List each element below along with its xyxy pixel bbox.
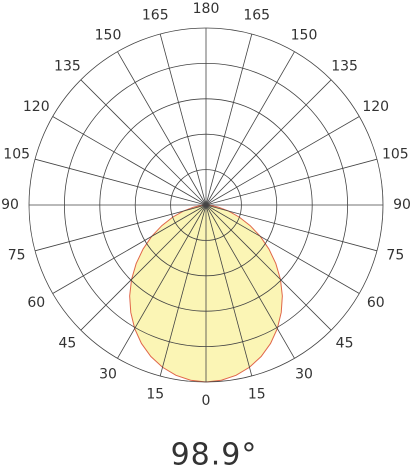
grid-spoke	[80, 79, 207, 206]
grid-spoke	[52, 204, 207, 294]
angle-label: 15	[146, 386, 164, 402]
grid-spoke	[80, 204, 207, 331]
angle-label: 165	[243, 8, 270, 24]
angle-label: 120	[23, 99, 50, 115]
angle-label: 30	[99, 367, 117, 383]
angle-label: 75	[8, 248, 26, 264]
angle-label: 120	[362, 99, 389, 115]
grid-spoke	[205, 204, 295, 359]
grid-spoke	[205, 204, 332, 331]
angle-label: 165	[142, 8, 169, 24]
grid-spoke	[117, 204, 207, 359]
angle-label: 135	[54, 58, 81, 74]
grid-spoke	[34, 158, 207, 206]
grid-spoke	[205, 158, 378, 206]
angle-label: 180	[193, 1, 220, 17]
angle-label: 75	[386, 248, 404, 264]
grid-spoke	[205, 204, 378, 252]
grid-spoke	[205, 204, 253, 377]
grid-spoke	[205, 51, 295, 206]
angle-label: 0	[202, 393, 211, 409]
angle-label: 60	[367, 295, 385, 311]
angle-label: 90	[1, 197, 19, 213]
angle-label: 150	[95, 27, 122, 43]
angle-label: 15	[248, 386, 266, 402]
angle-label: 60	[27, 295, 45, 311]
angle-label: 150	[291, 27, 318, 43]
angle-label: 105	[3, 146, 30, 162]
grid-spoke	[117, 51, 207, 206]
angle-label: 45	[336, 336, 354, 352]
angle-label: 105	[382, 146, 409, 162]
grid-spoke	[205, 116, 360, 206]
angle-label: 90	[393, 197, 411, 213]
grid-spoke	[52, 116, 207, 206]
grid-spoke	[205, 204, 360, 294]
angle-label: 30	[295, 367, 313, 383]
angle-label: 45	[58, 336, 76, 352]
grid-spoke	[205, 79, 332, 206]
angle-label: 135	[331, 58, 358, 74]
grid-spoke	[159, 33, 207, 206]
grid-spoke	[34, 204, 207, 252]
grid-spoke	[159, 204, 207, 377]
grid-spoke	[205, 33, 253, 206]
beam-angle: 98.9°	[171, 438, 258, 473]
